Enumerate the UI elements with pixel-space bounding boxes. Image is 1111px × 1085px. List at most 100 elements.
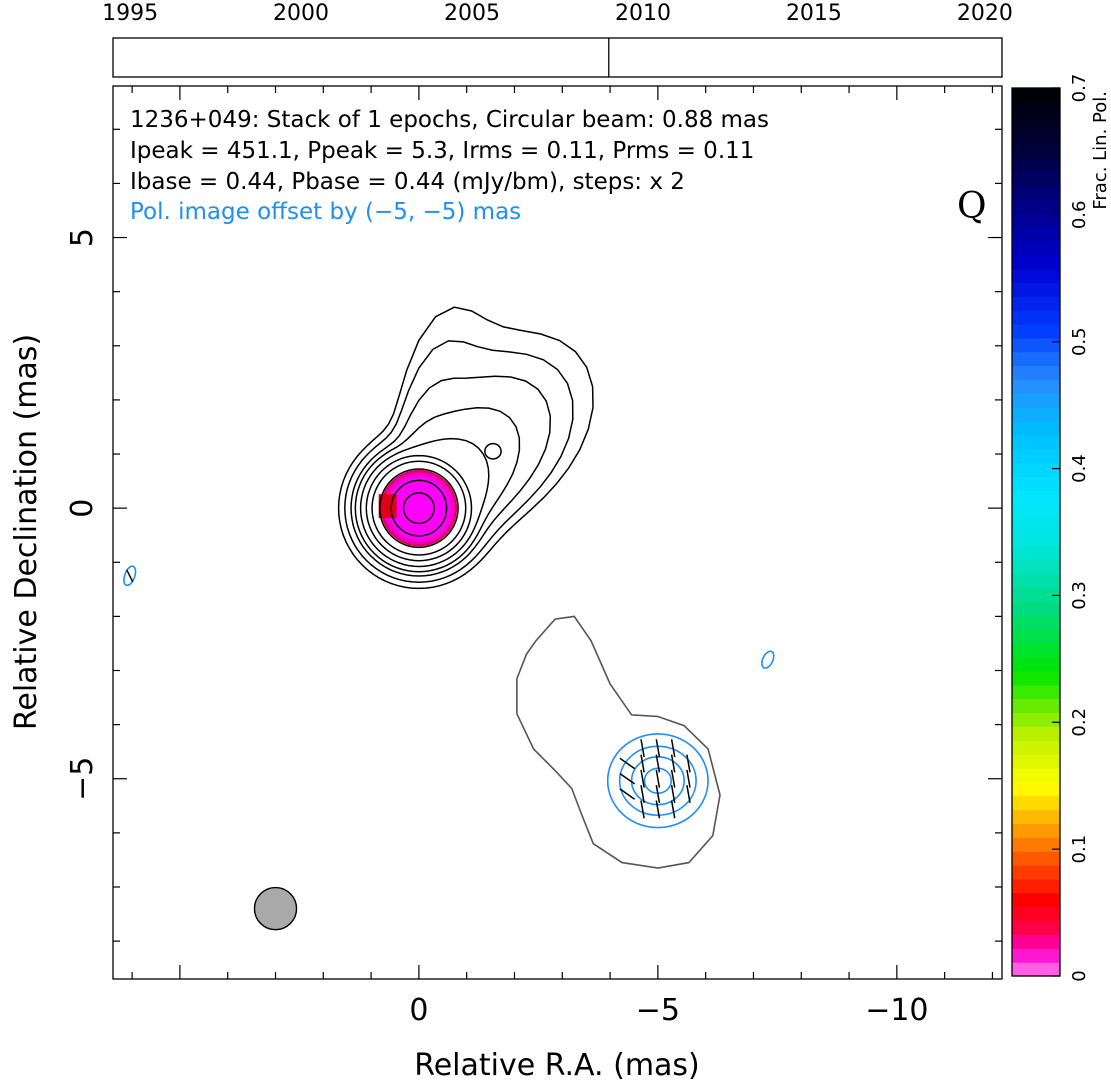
evpa-stick [655,754,661,773]
timeline-year-2020: 2020 [957,1,1013,26]
colorbar-band [1012,851,1060,866]
evpa-vectors [126,569,691,819]
evpa-stick [619,788,636,800]
colorbar-band [1012,532,1060,547]
colorbar-band [1012,462,1060,478]
colorbar-band [1012,962,1060,977]
colorbar-band [1012,212,1060,228]
timeline-year-1995: 1995 [102,1,158,26]
colorbar-tick-label: 0.6 [1069,201,1090,230]
total-intensity-contours [337,306,594,590]
colorbar-tick-label: 0.3 [1069,581,1090,610]
evpa-stick [619,772,636,785]
y-axis-label: Relative Declination (mas) [9,334,44,730]
map-panel: 1236+049: Stack of 1 epochs, Circular be… [9,85,1003,1083]
ti-contour-jet [365,454,473,562]
colorbar-band [1012,254,1060,269]
offset-intensity-contour [516,615,721,869]
timeline-year-2000: 2000 [273,1,329,26]
x-tick-label: −10 [865,993,928,1028]
evpa-stick [655,769,661,788]
evpa-stick [640,754,645,773]
colorbar-band [1012,670,1060,686]
map-background [113,86,1002,979]
colorbar-band [1012,934,1060,949]
colorbar-band [1012,365,1060,380]
colorbar-band [1012,448,1060,464]
colorbar-band [1012,143,1060,158]
colorbar-band [1012,115,1060,131]
colorbar-band [1012,129,1060,145]
colorbar-band [1012,185,1060,200]
timeline-box [112,37,1003,78]
evpa-stick [640,785,645,804]
colorbar-band [1012,795,1060,811]
colorbar-band [1012,698,1060,713]
colorbar-band [1012,906,1060,922]
evpa-stick [670,769,676,788]
colorbar-band [1012,337,1060,353]
colorbar-band [1012,407,1060,422]
colorbar-band [1012,240,1060,256]
colorbar-band [1012,157,1060,172]
colorbar-band [1012,643,1060,658]
colorbar-band [1012,282,1060,297]
colorbar-band [1012,268,1060,283]
evpa-stick [619,757,636,770]
x-tick-label: 0 [409,993,428,1028]
colorbar-band [1012,379,1060,394]
annotation-pol-offset: Pol. image offset by (−5, −5) mas [130,199,521,225]
y-tick-label: 5 [65,228,100,247]
colorbar-band [1012,545,1060,561]
evpa-stick [655,739,661,758]
colorbar-band [1012,310,1060,325]
colorbar-band [1012,920,1060,935]
annotation-line-3: Ibase = 0.44, Pbase = 0.44 (mJy/bm), ste… [130,169,685,195]
colorbar-tick-label: 0.7 [1069,74,1090,103]
ti-contour-core [378,468,459,549]
colorbar-band [1012,656,1060,672]
colorbar-tick-label: 0.4 [1069,454,1090,483]
colorbar-band [1012,88,1060,103]
evpa-stick [686,785,691,804]
evpa-stick [640,800,645,819]
ti-contour-core [390,479,448,537]
pol-contour [630,756,685,806]
colorbar-band [1012,323,1060,339]
map-frame [112,85,1003,980]
colorbar-band [1012,296,1060,311]
colorbar-band [1012,615,1060,630]
colorbar-band [1012,351,1060,367]
colorbar-band [1012,476,1060,491]
colorbar-band [1012,421,1060,436]
ti-contour-jet [344,340,574,583]
annotation-line-1: 1236+049: Stack of 1 epochs, Circular be… [130,107,769,133]
colorbar-tick-label: 0.5 [1069,327,1090,356]
y-tick-label: −5 [65,757,100,801]
colorbar-tick-label: 0 [1069,970,1090,981]
colorbar-band [1012,684,1060,700]
colorbar-band [1012,629,1060,644]
timeline-strip: 1995 2000 2005 2010 2015 2020 [102,1,1013,78]
timeline-year-2005: 2005 [444,1,500,26]
colorbar-band [1012,948,1060,963]
ti-contour-jet [337,306,594,590]
colorbar-band [1012,809,1060,824]
colorbar-label: Frac. Lin. Pol. [1090,91,1111,210]
ti-contour-core [371,460,467,556]
pol-contour-island [123,565,137,587]
colorbar-band [1012,837,1060,852]
ti-contour-secondary [484,442,502,460]
colorbar-frame [1011,87,1061,977]
evpa-stick [670,754,676,773]
colorbar-band [1012,726,1060,741]
colorbar-band [1012,226,1060,242]
colorbar-band [1012,823,1060,838]
x-axis-label: Relative R.A. (mas) [414,1048,700,1083]
colorbar-band [1012,518,1060,533]
annotation-line-2: Ipeak = 451.1, Ppeak = 5.3, Irms = 0.11,… [130,138,754,164]
evpa-stick [640,769,645,788]
colorbar-band [1012,754,1060,769]
colorbar-band [1012,781,1060,797]
evpa-stick [640,739,645,758]
